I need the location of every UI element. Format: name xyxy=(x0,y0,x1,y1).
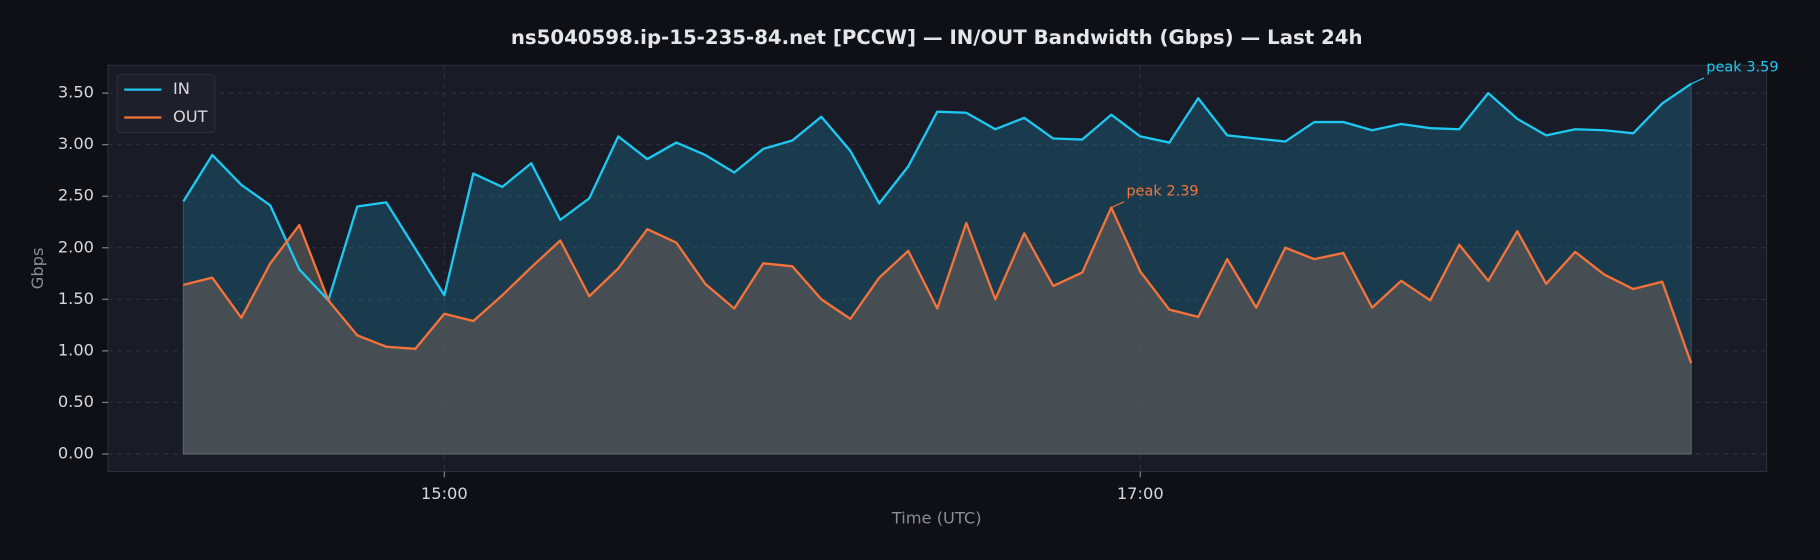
annotation-arrow xyxy=(1690,77,1705,85)
legend-label: IN xyxy=(173,79,190,98)
x-tick-label: 17:00 xyxy=(1117,484,1164,503)
x-tick-label: 15:00 xyxy=(421,484,468,503)
y-tick-label: 1.00 xyxy=(58,340,94,359)
line xyxy=(182,82,1692,302)
y-tick-label: 2.00 xyxy=(58,237,94,256)
y-tick-label: 0.50 xyxy=(58,392,94,411)
y-tick-label: 2.50 xyxy=(58,186,94,205)
annotation: peak 2.39 xyxy=(1126,183,1198,199)
x-axis-label: Time (UTC) xyxy=(891,509,982,528)
y-axis-label: Gbps xyxy=(28,248,47,290)
legend-label: OUT xyxy=(173,107,208,126)
y-tick-label: 3.00 xyxy=(58,134,94,153)
y-tick-label: 0.00 xyxy=(58,443,94,462)
chart-title: ns5040598.ip-15-235-84.net [PCCW] — IN/O… xyxy=(511,26,1363,49)
annotation: peak 3.59 xyxy=(1706,60,1778,76)
line xyxy=(183,206,1693,364)
y-tick-label: 3.50 xyxy=(58,83,94,102)
y-tick-label: 1.50 xyxy=(58,289,94,308)
annotation-arrow xyxy=(1111,201,1125,209)
